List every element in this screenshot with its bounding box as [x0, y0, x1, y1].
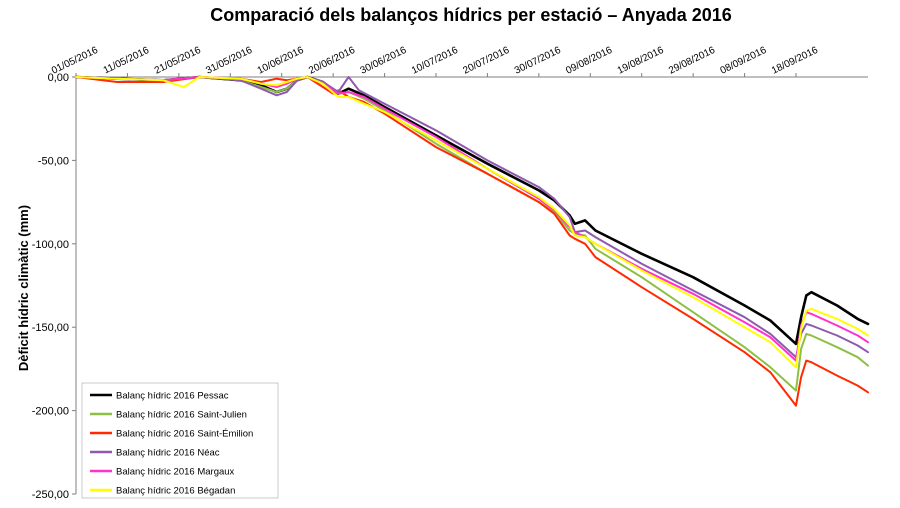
x-tick-label: 10/07/2016	[410, 45, 460, 77]
x-tick-label: 09/08/2016	[564, 45, 614, 77]
series-line-4	[75, 76, 869, 362]
x-tick-label: 20/06/2016	[307, 45, 357, 77]
y-tick-label: -150,00	[32, 322, 69, 334]
x-tick-label: 01/05/2016	[50, 45, 100, 77]
y-axis-label: Dèficit hídric climàtic (mm)	[16, 205, 31, 371]
legend-label: Balanç hídric 2016 Saint-Julien	[116, 410, 247, 421]
y-tick-label: -50,00	[38, 155, 69, 167]
chart-title: Comparació dels balanços hídrics per est…	[210, 5, 732, 25]
legend-label: Balanç hídric 2016 Néac	[116, 448, 220, 459]
series-line-5	[75, 76, 869, 369]
x-ticks: 01/05/2016 11/05/2016 21/05/2016 31/05/2016…	[50, 45, 820, 77]
x-tick-label: 10/06/2016	[256, 45, 306, 77]
series-line-1	[75, 76, 869, 392]
x-tick-label: 18/09/2016	[770, 45, 820, 77]
y-tick-label: -100,00	[32, 239, 69, 251]
legend-box	[81, 382, 279, 499]
y-tick-label: -200,00	[32, 406, 69, 418]
series-group	[74, 75, 870, 407]
series-line-0	[74, 75, 870, 346]
x-tick-label: 30/07/2016	[513, 45, 563, 77]
x-tick-label: 31/05/2016	[204, 45, 254, 77]
x-tick-label: 20/07/2016	[461, 45, 511, 77]
legend-label: Balanç hídric 2016 Saint-Émilion	[116, 429, 253, 440]
y-tick-label: -250,00	[32, 489, 69, 501]
x-tick-label: 19/08/2016	[616, 45, 666, 77]
x-tick-label: 21/05/2016	[153, 45, 203, 77]
x-tick-label: 30/06/2016	[359, 45, 409, 77]
legend-label: Balanç hídric 2016 Margaux	[116, 467, 235, 478]
legend-label: Balanç hídric 2016 Bégadan	[116, 486, 235, 497]
x-tick-label: 08/09/2016	[719, 45, 769, 77]
series-line-2	[75, 76, 869, 407]
x-tick-label: 29/08/2016	[667, 45, 717, 77]
series-line-3	[75, 76, 869, 359]
y-ticks: 0,00 -50,00 -100,00 -150,00 -200,00 -250,00	[32, 72, 76, 501]
y-tick-label: 0,00	[48, 72, 69, 84]
x-tick-label: 11/05/2016	[102, 45, 152, 77]
legend: Balanç hídric 2016 Pessac Balanç hídric 2…	[81, 382, 279, 499]
legend-label: Balanç hídric 2016 Pessac	[116, 391, 229, 402]
